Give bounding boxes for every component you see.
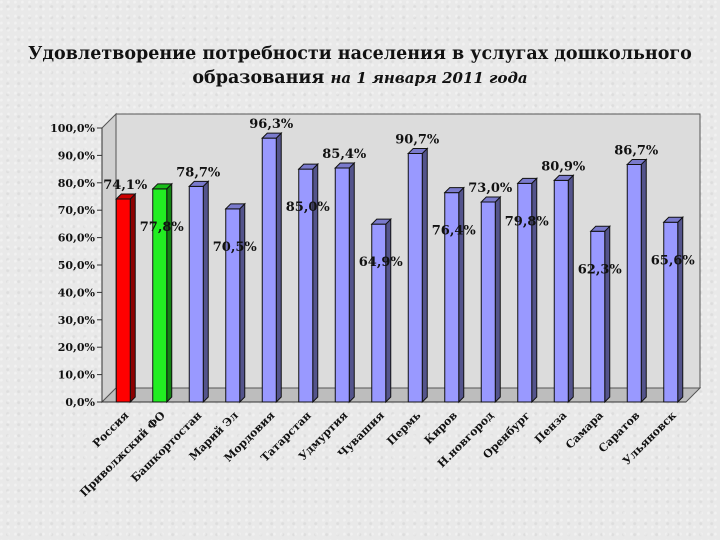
bar-top — [443, 187, 465, 194]
side-wall — [101, 112, 117, 404]
y-tick-label: 70,0% — [58, 204, 96, 217]
bar — [188, 185, 204, 403]
y-tick-label: 40,0% — [58, 286, 96, 299]
bar — [115, 198, 131, 403]
bar-top — [115, 193, 137, 200]
bar-top — [261, 132, 283, 139]
chart-title-line1: Удовлетворение потребности населения в у… — [28, 44, 692, 64]
data-label: 70,5% — [213, 240, 258, 255]
bar-top — [626, 158, 648, 165]
chart-title-main: образования — [192, 68, 325, 88]
data-label: 86,7% — [614, 143, 659, 158]
data-label: 62,3% — [578, 262, 623, 277]
bar-side — [421, 147, 428, 404]
bar — [553, 179, 569, 403]
y-tick-label: 100,0% — [50, 122, 95, 135]
y-tick-label: 0,0% — [65, 396, 95, 409]
data-label: 85,0% — [286, 200, 331, 215]
chart-title-line2: образования на 1 января 2011 года — [0, 66, 720, 90]
bar-side — [531, 177, 538, 404]
bar-top — [553, 174, 575, 181]
data-label: 76,4% — [432, 224, 477, 239]
bar-side — [567, 174, 574, 404]
data-label: 65,6% — [651, 253, 696, 268]
bar — [480, 201, 496, 403]
bar — [626, 163, 642, 403]
bar-side — [239, 202, 246, 404]
bar-side — [129, 192, 136, 404]
bar-top — [662, 216, 684, 223]
bar-top — [297, 163, 319, 170]
bar-top — [480, 196, 502, 203]
chart-title: Удовлетворение потребности населения в у… — [0, 42, 720, 90]
y-tick-label: 10,0% — [58, 369, 96, 382]
bar-top — [188, 180, 210, 187]
chart-subtitle: на 1 января 2011 года — [330, 69, 528, 87]
bar-side — [348, 161, 355, 404]
bar-side — [604, 225, 611, 404]
bar-side — [458, 186, 465, 404]
y-tick-label: 30,0% — [58, 314, 96, 327]
bar — [663, 221, 679, 403]
bar-top — [589, 225, 611, 232]
y-tick-label: 20,0% — [58, 341, 96, 354]
data-label: 96,3% — [249, 117, 294, 132]
data-label: 73,0% — [468, 181, 513, 196]
data-label: 64,9% — [359, 255, 404, 270]
bar-side — [275, 131, 282, 404]
data-label: 90,7% — [395, 132, 440, 147]
bar — [261, 137, 277, 403]
y-tick-label: 50,0% — [58, 259, 96, 272]
bar-top — [407, 147, 429, 154]
bar-top — [151, 183, 173, 190]
bar-side — [385, 217, 392, 404]
data-label: 74,1% — [103, 178, 148, 193]
data-label: 79,8% — [505, 214, 550, 229]
data-label: 78,7% — [176, 165, 221, 180]
bar — [334, 167, 350, 403]
bar — [407, 152, 423, 403]
bar — [225, 208, 241, 403]
bar-top — [334, 162, 356, 169]
category-label: Пермь — [384, 409, 423, 448]
data-label: 77,8% — [140, 220, 185, 235]
bar-top — [370, 218, 392, 225]
y-tick-label: 90,0% — [58, 149, 96, 162]
bar-top — [516, 177, 538, 184]
bar-side — [677, 216, 684, 404]
bar-top — [224, 203, 246, 210]
y-tick-label: 80,0% — [58, 177, 96, 190]
bar-side — [202, 180, 209, 404]
bar-side — [640, 158, 647, 404]
bar-side — [494, 195, 501, 404]
bar-side — [166, 182, 173, 404]
bar — [590, 230, 606, 403]
bar — [371, 223, 387, 403]
data-label: 80,9% — [541, 159, 586, 174]
data-label: 85,4% — [322, 147, 367, 162]
y-tick-label: 60,0% — [58, 232, 96, 245]
